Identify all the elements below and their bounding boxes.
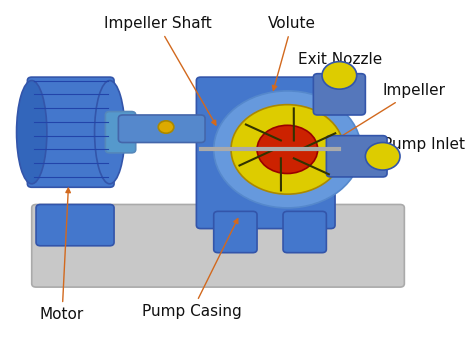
FancyBboxPatch shape (214, 211, 257, 253)
Text: Impeller Shaft: Impeller Shaft (103, 16, 216, 125)
Text: Volute: Volute (268, 16, 316, 90)
Ellipse shape (17, 81, 47, 184)
FancyBboxPatch shape (283, 211, 327, 253)
Text: Impeller: Impeller (332, 83, 446, 142)
Text: Pump Inlet: Pump Inlet (383, 137, 465, 155)
Circle shape (322, 62, 357, 89)
FancyBboxPatch shape (313, 74, 365, 115)
Circle shape (365, 143, 400, 170)
Text: Pump Casing: Pump Casing (142, 219, 242, 319)
FancyBboxPatch shape (36, 204, 114, 246)
FancyBboxPatch shape (27, 77, 114, 187)
Circle shape (231, 105, 344, 194)
Circle shape (158, 121, 174, 133)
FancyBboxPatch shape (32, 204, 404, 287)
Circle shape (257, 125, 318, 174)
Text: Motor: Motor (40, 188, 84, 322)
Circle shape (214, 91, 361, 208)
FancyBboxPatch shape (196, 77, 335, 229)
FancyBboxPatch shape (327, 136, 387, 177)
Text: Exit Nozzle: Exit Nozzle (299, 52, 383, 82)
FancyBboxPatch shape (118, 115, 205, 143)
Ellipse shape (94, 81, 125, 184)
FancyBboxPatch shape (105, 111, 136, 153)
